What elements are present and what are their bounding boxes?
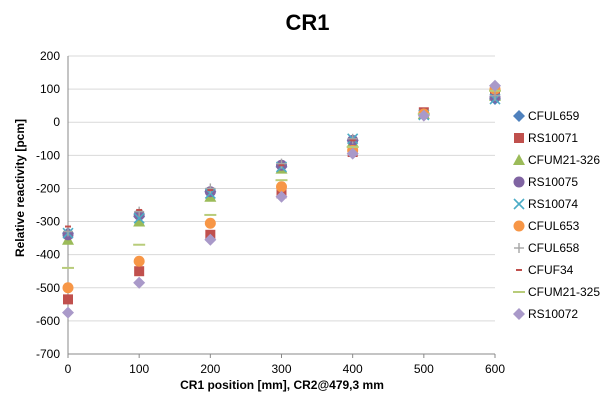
legend-item: CFUM21-325 xyxy=(513,285,600,299)
x-tick-label: 600 xyxy=(485,362,505,376)
data-point xyxy=(205,218,216,229)
x-tick-labels: 0 100 200 300 400 500 600 xyxy=(65,362,506,376)
data-point xyxy=(134,256,145,267)
x-tick-label: 200 xyxy=(200,362,220,376)
legend-item: CFUF34 xyxy=(516,263,574,277)
data-points xyxy=(62,80,501,319)
legend-marker xyxy=(514,177,525,188)
series-rs10072 xyxy=(62,80,501,319)
data-point xyxy=(62,307,74,319)
legend-item: CFUL659 xyxy=(513,109,580,123)
legend-item: CFUL653 xyxy=(514,219,580,233)
y-tick-label: -500 xyxy=(36,281,60,295)
data-point xyxy=(134,266,144,276)
legend-item: CFUM21-326 xyxy=(513,153,600,167)
x-tick-label: 500 xyxy=(414,362,434,376)
y-tick-label: -300 xyxy=(36,215,60,229)
legend-item: RS10071 xyxy=(514,131,578,145)
legend-item: RS10072 xyxy=(513,307,578,321)
series-cfum21-325 xyxy=(62,91,501,268)
legend: CFUL659 RS10071 CFUM21-326 RS10075 RS10074 CF… xyxy=(513,109,600,321)
legend-marker xyxy=(513,308,525,320)
x-tick-label: 400 xyxy=(343,362,363,376)
x-tick-label: 0 xyxy=(65,362,72,376)
legend-marker xyxy=(514,199,524,209)
legend-label: CFUL653 xyxy=(528,219,580,233)
data-point xyxy=(276,181,287,192)
x-tick-label: 300 xyxy=(271,362,291,376)
series-cful658 xyxy=(63,91,500,237)
y-tick-label: -400 xyxy=(36,248,60,262)
y-tick-label: -600 xyxy=(36,314,60,328)
y-tick-label: 0 xyxy=(53,115,60,129)
y-tick-label: 100 xyxy=(40,82,60,96)
data-point xyxy=(133,277,145,289)
series-cfuf34 xyxy=(65,87,498,226)
x-axis-title: CR1 position [mm], CR2@479,3 mm xyxy=(180,378,384,392)
legend-label: CFUL658 xyxy=(528,241,580,255)
y-tick-label: -700 xyxy=(36,347,60,361)
legend-marker xyxy=(514,133,524,143)
legend-item: RS10075 xyxy=(514,175,579,189)
legend-label: CFUF34 xyxy=(528,263,574,277)
legend-marker xyxy=(513,154,525,165)
y-tick-label: -100 xyxy=(36,148,60,162)
legend-label: CFUM21-326 xyxy=(528,153,600,167)
legend-label: RS10074 xyxy=(528,197,578,211)
gridlines xyxy=(68,56,495,354)
legend-marker xyxy=(513,110,525,122)
y-tick-label: -200 xyxy=(36,181,60,195)
legend-label: CFUL659 xyxy=(528,109,580,123)
legend-item: CFUL658 xyxy=(514,241,580,255)
legend-marker xyxy=(514,221,525,232)
legend-marker xyxy=(514,243,524,253)
legend-label: RS10075 xyxy=(528,175,578,189)
y-axis-title: Relative reactivity [pcm] xyxy=(13,119,27,257)
legend-label: RS10071 xyxy=(528,131,578,145)
legend-label: CFUM21-325 xyxy=(528,285,600,299)
data-point xyxy=(63,282,74,293)
y-tick-label: 200 xyxy=(40,49,60,63)
y-tick-labels: 200 100 0 -100 -200 -300 -400 -500 -600 -700 xyxy=(36,49,60,361)
axes xyxy=(68,56,495,358)
x-tick-label: 100 xyxy=(129,362,149,376)
legend-label: RS10072 xyxy=(528,307,578,321)
data-point xyxy=(63,294,73,304)
legend-item: RS10074 xyxy=(514,197,578,211)
